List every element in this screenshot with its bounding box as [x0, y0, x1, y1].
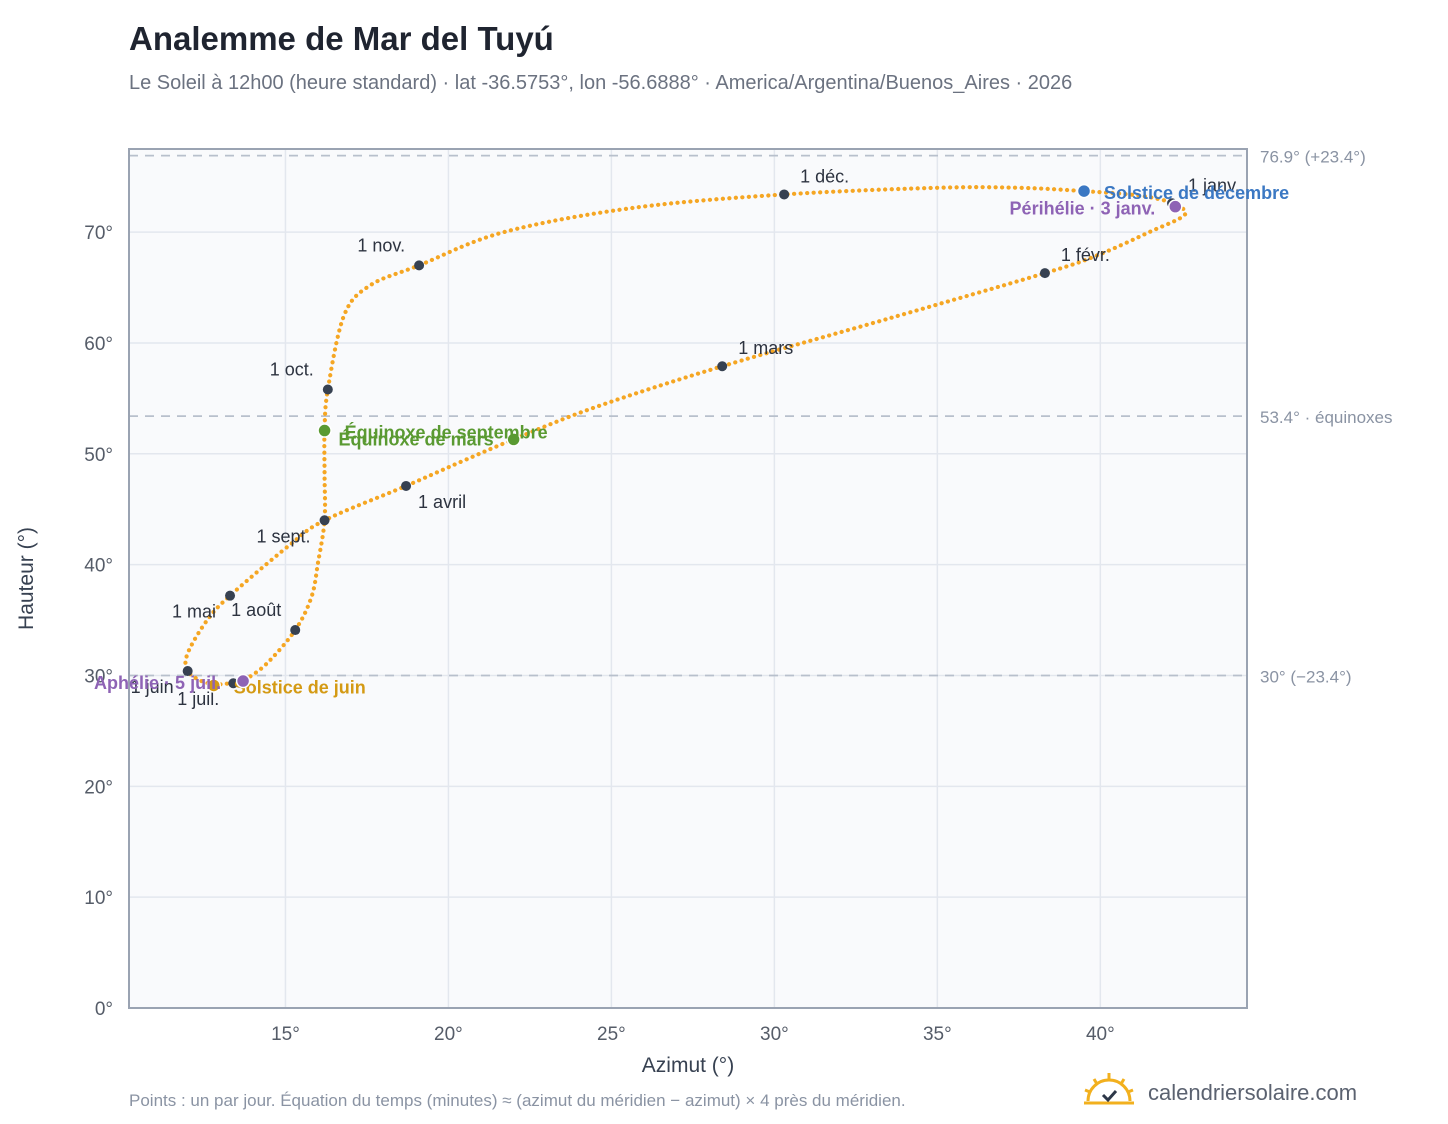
month-marker: [414, 260, 425, 271]
event-label: Périhélie · 3 janv.: [1010, 199, 1156, 219]
reference-line-label: 76.9° (+23.4°): [1260, 148, 1366, 167]
x-tick-label: 20°: [434, 1024, 463, 1045]
month-label: 1 juin: [131, 677, 174, 697]
reference-line-label: 53.4° · équinoxes: [1260, 408, 1393, 427]
month-marker: [225, 590, 236, 601]
month-marker: [401, 480, 412, 491]
x-tick-label: 25°: [597, 1024, 626, 1045]
month-marker: [1039, 268, 1050, 279]
month-label: 1 nov.: [357, 235, 405, 255]
chart-subtitle: Le Soleil à 12h00 (heure standard) · lat…: [129, 72, 1073, 94]
y-tick-label: 40°: [84, 556, 113, 577]
x-tick-label: 40°: [1086, 1024, 1115, 1045]
month-marker: [182, 666, 193, 677]
event-marker: [506, 432, 521, 447]
y-axis-label: Hauteur (°): [15, 527, 38, 630]
x-tick-label: 35°: [923, 1024, 952, 1045]
y-tick-label: 0°: [95, 999, 113, 1020]
month-label: 1 mars: [738, 338, 793, 358]
sun-logo-icon: [1084, 1073, 1134, 1105]
month-marker: [322, 384, 333, 395]
event-label: Équinoxe de septembre: [345, 422, 548, 443]
event-label: Équinoxe de mars: [339, 428, 494, 449]
month-marker: [779, 189, 790, 200]
brand-name: calendriersolaire.com: [1148, 1080, 1358, 1105]
chart-title: Analemme de Mar del Tuyú: [129, 20, 554, 57]
reference-line-label: 30° (−23.4°): [1260, 667, 1352, 686]
plot-area: [129, 149, 1247, 1008]
event-label: Solstice de juin: [234, 677, 366, 697]
x-tick-label: 30°: [760, 1024, 789, 1045]
y-tick-label: 60°: [84, 334, 113, 355]
month-label: 1 déc.: [800, 166, 849, 186]
event-label: Aphélie · 5 juil.: [94, 673, 221, 693]
month-marker: [228, 678, 239, 689]
month-label: 1 juil.: [177, 689, 219, 709]
event-marker: [1076, 183, 1092, 199]
x-axis-label: Azimut (°): [642, 1054, 734, 1077]
brand[interactable]: calendriersolaire.com: [1082, 1071, 1357, 1115]
month-label: 1 avril: [418, 492, 466, 512]
month-label: 1 sept.: [257, 526, 311, 546]
footnote: Points : un par jour. Équation du temps …: [129, 1091, 906, 1110]
event-marker: [235, 673, 251, 689]
month-marker: [717, 361, 728, 372]
month-label: 1 mai: [172, 602, 216, 622]
month-label: 1 janv.: [1188, 175, 1240, 195]
event-marker: [317, 423, 332, 438]
y-tick-label: 70°: [84, 223, 113, 244]
month-marker: [290, 625, 301, 636]
month-label: 1 août: [231, 600, 281, 620]
month-marker: [319, 515, 330, 526]
x-tick-label: 15°: [271, 1024, 300, 1045]
event-marker: [206, 678, 221, 693]
y-tick-label: 10°: [84, 888, 113, 909]
plot-frame: [128, 148, 1248, 1009]
y-tick-label: 50°: [84, 445, 113, 466]
month-label: 1 févr.: [1061, 245, 1110, 265]
event-marker: [1168, 199, 1183, 214]
event-label: Solstice de décembre: [1104, 183, 1289, 203]
y-tick-label: 30°: [84, 666, 113, 687]
month-label: 1 oct.: [270, 360, 314, 380]
y-tick-label: 20°: [84, 777, 113, 798]
